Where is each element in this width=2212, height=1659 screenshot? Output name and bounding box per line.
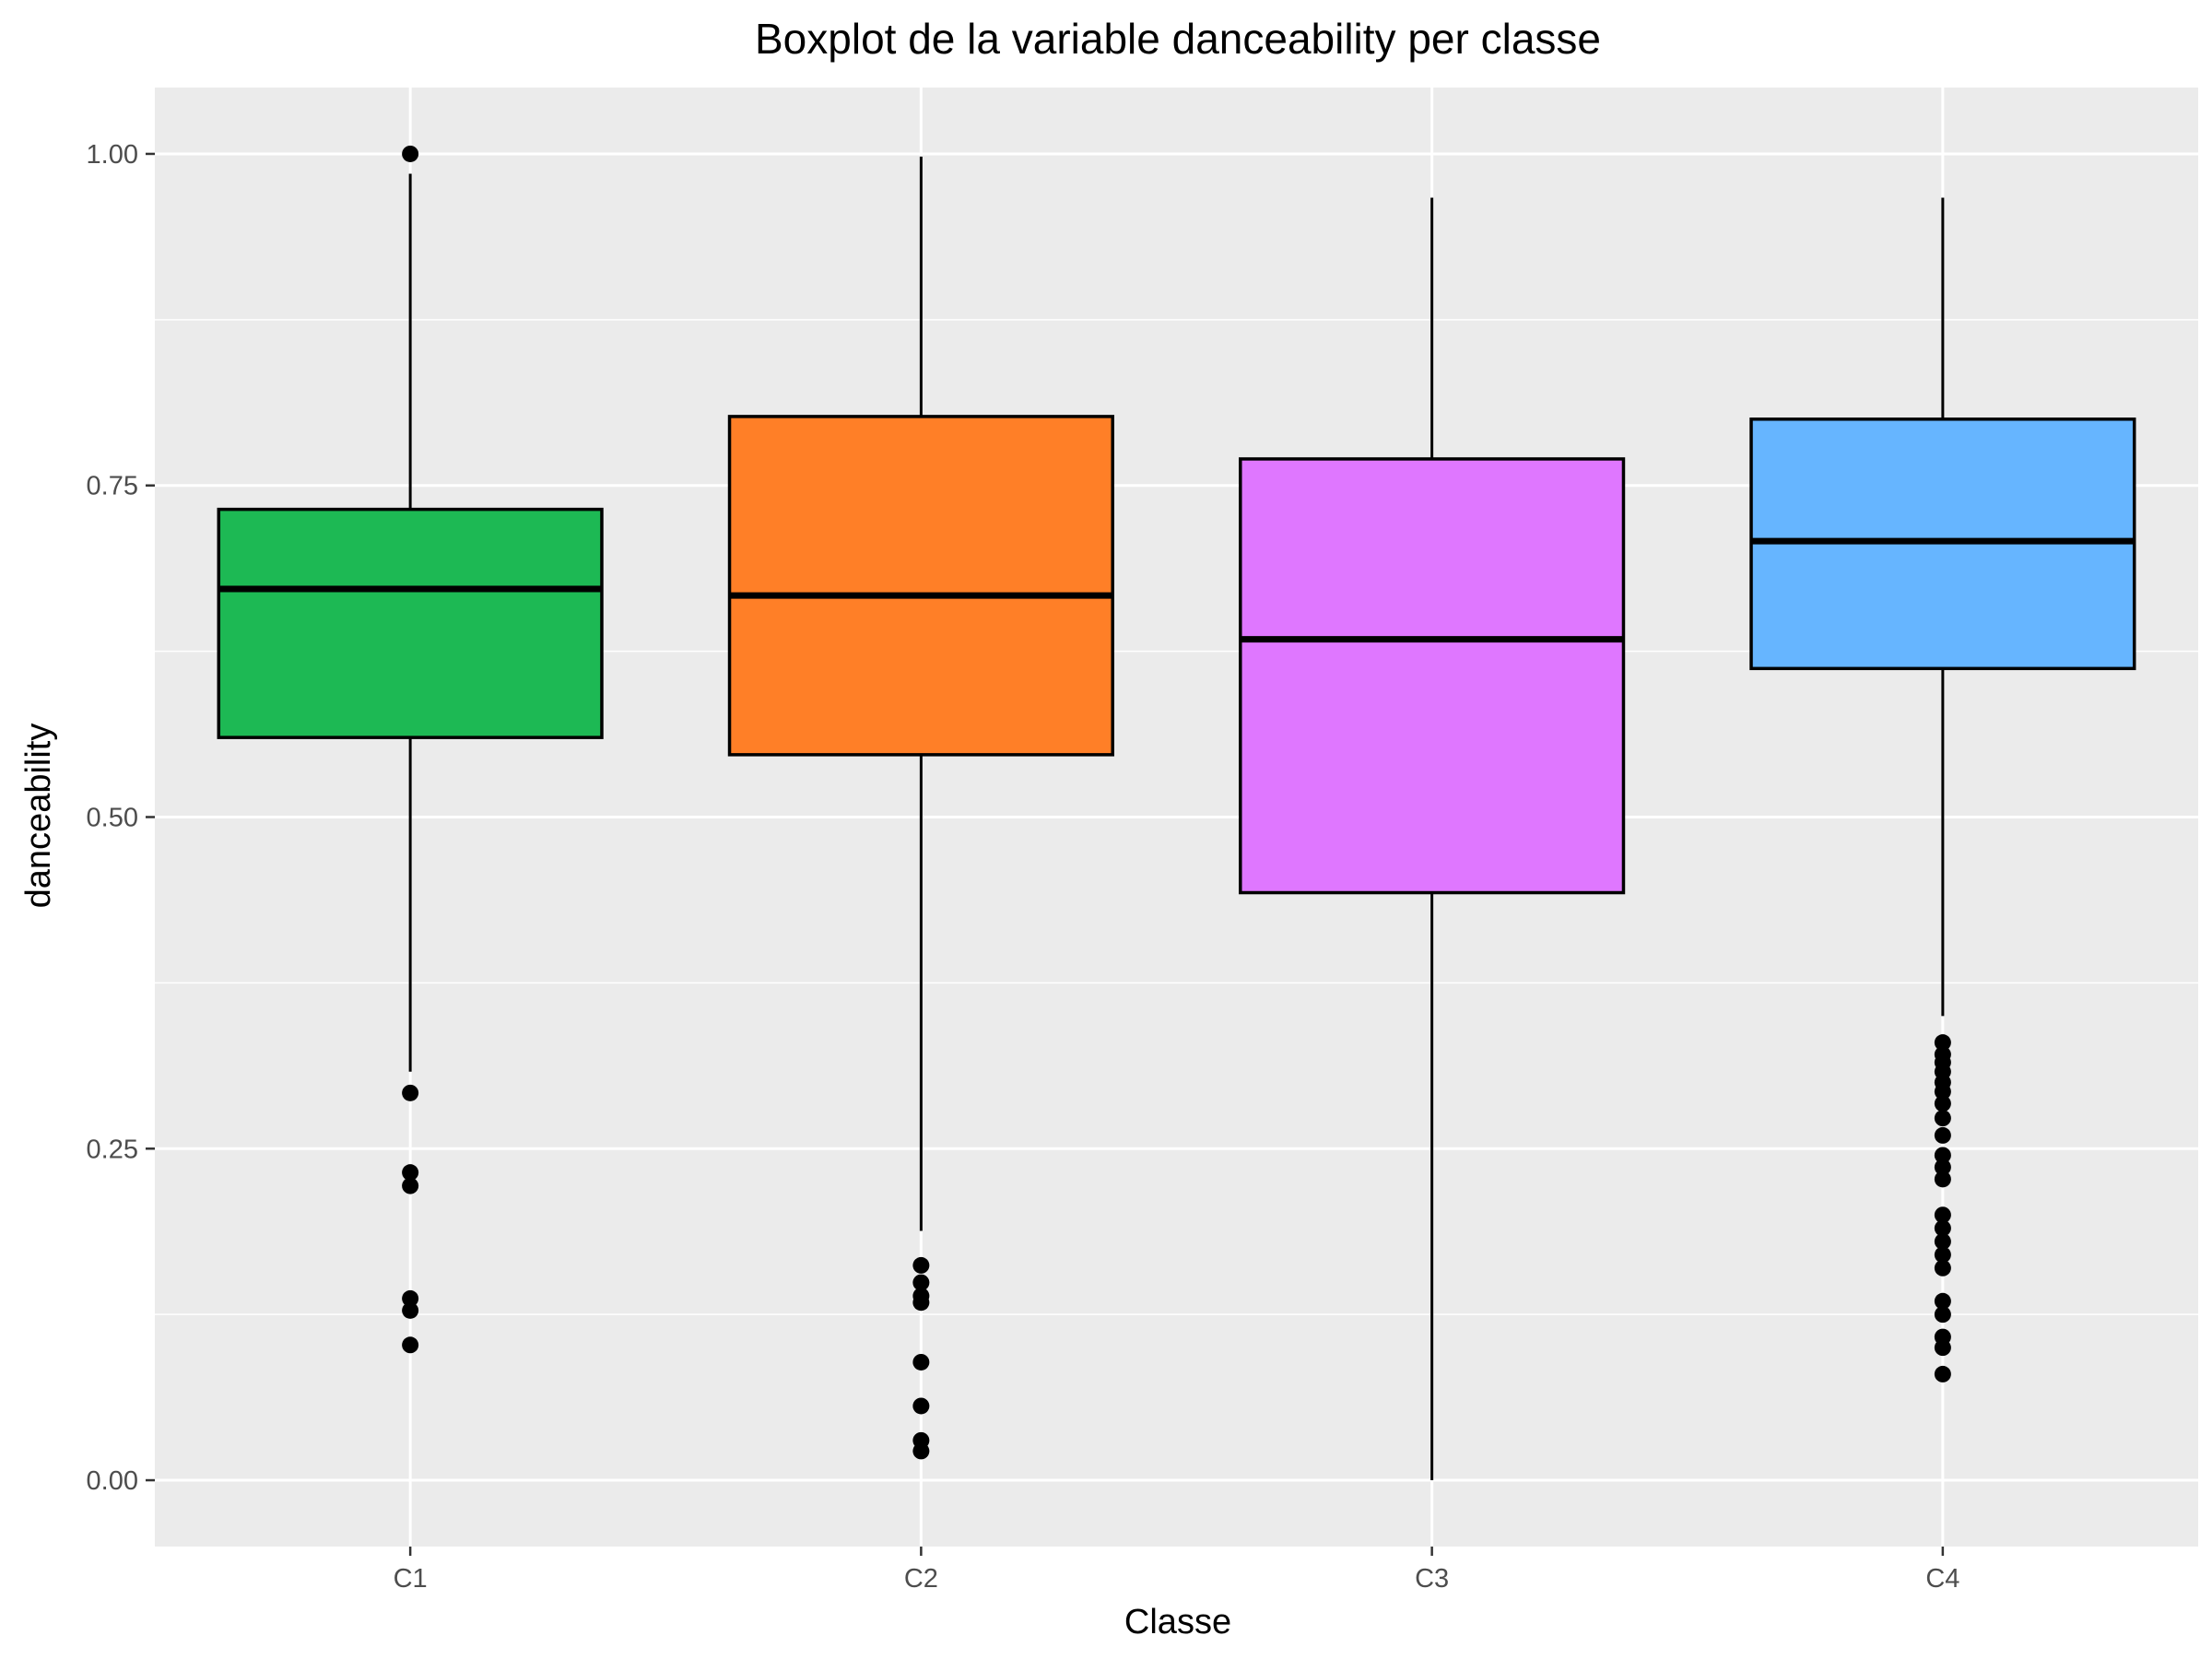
y-axis-ticks: 0.00 0.25 0.50 0.75 1.00 bbox=[87, 140, 155, 1496]
outlier-point bbox=[1934, 1292, 1951, 1310]
outlier-point bbox=[1934, 1171, 1951, 1188]
outlier-point bbox=[402, 145, 419, 162]
x-tick-label: C1 bbox=[394, 1564, 428, 1594]
box-c4 bbox=[1749, 197, 2136, 1382]
x-tick-label: C2 bbox=[904, 1564, 938, 1594]
outlier-point bbox=[912, 1442, 930, 1460]
outlier-point bbox=[912, 1294, 930, 1312]
outlier-point bbox=[402, 1289, 419, 1307]
outlier-point bbox=[1934, 1233, 1951, 1251]
outlier-point bbox=[912, 1256, 930, 1274]
outlier-point bbox=[1934, 1339, 1951, 1357]
outlier-point bbox=[1934, 1259, 1951, 1277]
y-tick-label: 0.75 bbox=[87, 472, 138, 501]
outlier-point bbox=[1934, 1126, 1951, 1144]
outlier-point bbox=[402, 1164, 419, 1182]
box-c3 bbox=[1239, 197, 1626, 1481]
y-axis-title: danceability bbox=[19, 724, 58, 909]
y-tick-label: 0.25 bbox=[87, 1135, 138, 1164]
chart-title: Boxplot de la variable danceability per … bbox=[755, 15, 1601, 63]
outlier-point bbox=[1934, 1159, 1951, 1176]
iqr-box bbox=[1239, 457, 1626, 895]
outlier-point bbox=[912, 1397, 930, 1415]
outlier-point bbox=[1934, 1306, 1951, 1324]
iqr-box bbox=[727, 415, 1114, 757]
iqr-box bbox=[217, 507, 604, 739]
outlier-point bbox=[1934, 1147, 1951, 1164]
box-c1 bbox=[217, 145, 604, 1354]
outlier-point bbox=[402, 1336, 419, 1354]
outlier-point bbox=[402, 1301, 419, 1319]
outlier-point bbox=[1934, 1083, 1951, 1100]
x-axis-title: Classe bbox=[1124, 1603, 1231, 1641]
y-tick-label: 0.50 bbox=[87, 804, 138, 833]
outlier-point bbox=[912, 1274, 930, 1291]
x-tick-label: C4 bbox=[1925, 1564, 1959, 1594]
y-tick-label: 1.00 bbox=[87, 140, 138, 170]
box-c2 bbox=[727, 156, 1114, 1460]
outlier-point bbox=[1934, 1095, 1951, 1112]
outlier-point bbox=[402, 1084, 419, 1101]
x-tick-label: C3 bbox=[1415, 1564, 1449, 1594]
outlier-point bbox=[912, 1353, 930, 1371]
outlier-point bbox=[1934, 1110, 1951, 1127]
y-tick-label: 0.00 bbox=[87, 1466, 138, 1496]
outlier-point bbox=[1934, 1034, 1951, 1052]
outlier-point bbox=[1934, 1219, 1951, 1237]
x-axis-ticks: C1 C2 C3 C4 bbox=[394, 1547, 1959, 1594]
outlier-point bbox=[1934, 1246, 1951, 1264]
outlier-point bbox=[402, 1177, 419, 1194]
box-series bbox=[217, 145, 2136, 1481]
outlier-point bbox=[1934, 1206, 1951, 1224]
outlier-point bbox=[1934, 1365, 1951, 1382]
